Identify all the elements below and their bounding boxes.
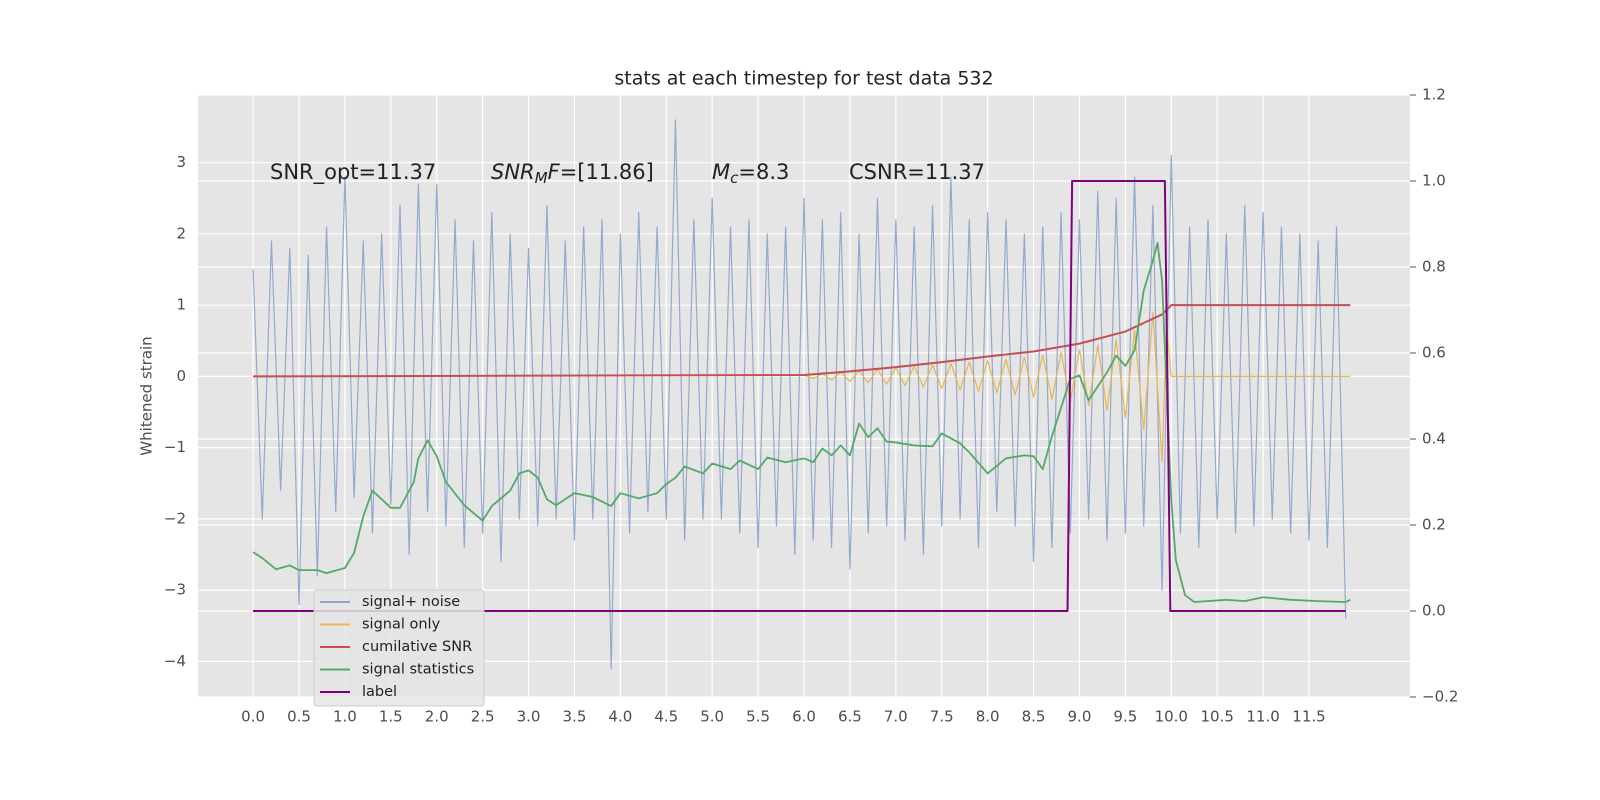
y-tick-label: 3	[176, 153, 186, 171]
legend-label: signal+ noise	[362, 594, 460, 610]
x-tick-label: 4.0	[608, 708, 632, 726]
legend-label: cumilative SNR	[362, 639, 472, 655]
x-tick-label: 7.5	[930, 708, 954, 726]
x-tick-label: 9.5	[1113, 708, 1137, 726]
y-tick-label: 2	[176, 224, 186, 242]
y2-tick-label: 0.0	[1422, 602, 1446, 620]
y-tick-label: 0	[176, 367, 186, 385]
x-tick-label: 6.0	[792, 708, 816, 726]
legend-label: signal only	[362, 617, 441, 633]
series-line	[252, 119, 1347, 670]
x-tick-label: 7.0	[884, 708, 908, 726]
x-tick-label: 6.5	[838, 708, 862, 726]
y2-tick-label: 0.8	[1422, 258, 1446, 276]
annotation-part: =8.3	[738, 160, 789, 184]
y2-tick-label: 1.0	[1422, 172, 1446, 190]
x-tick-label: 11.0	[1246, 708, 1279, 726]
annotation-part: =[11.86]	[560, 160, 654, 184]
legend: signal+ noise signal only cumilative SNR si…	[313, 589, 485, 707]
y2-tick-label: 1.2	[1422, 86, 1446, 104]
legend-label: signal statistics	[362, 662, 474, 678]
annotation-part: SNR	[491, 160, 535, 184]
annotation-part: M	[712, 160, 730, 184]
x-tick-label: 4.5	[654, 708, 678, 726]
legend-label: label	[362, 684, 397, 700]
series-line	[252, 242, 1351, 603]
y-tick-label: −3	[164, 581, 186, 599]
annotation: Mc=8.3	[712, 160, 789, 187]
x-tick-label: 2.0	[425, 708, 449, 726]
x-tick-label: 5.0	[700, 708, 724, 726]
x-tick-label: 0.0	[241, 708, 265, 726]
x-tick-label: 10.0	[1155, 708, 1188, 726]
y2-tick-label: 0.4	[1422, 430, 1446, 448]
x-tick-label: 11.5	[1292, 708, 1325, 726]
y-tick-label: −4	[164, 652, 186, 670]
x-tick-label: 5.5	[746, 708, 770, 726]
y-tick-label: 1	[176, 296, 186, 314]
x-tick-label: 9.0	[1068, 708, 1092, 726]
x-tick-label: 8.0	[976, 708, 1000, 726]
x-tick-label: 10.5	[1200, 708, 1233, 726]
x-tick-label: 0.5	[287, 708, 311, 726]
x-tick-label: 1.5	[379, 708, 403, 726]
series-line	[253, 180, 1346, 612]
x-tick-label: 3.0	[517, 708, 541, 726]
series-line	[253, 311, 1351, 463]
annotation-part: F	[548, 160, 561, 184]
x-tick-label: 1.0	[333, 708, 357, 726]
x-tick-label: 3.5	[563, 708, 587, 726]
x-tick-label: 8.5	[1022, 708, 1046, 726]
chart-title: stats at each timestep for test data 532	[614, 68, 993, 90]
x-tick-label: 2.5	[471, 708, 495, 726]
annotation: CSNR=11.37	[849, 160, 985, 184]
annotation-part: M	[535, 169, 548, 187]
y-tick-label: −2	[164, 509, 186, 527]
annotation-part: c	[730, 169, 739, 187]
y2-tick-label: −0.2	[1422, 688, 1458, 706]
annotation-part: CSNR=11.37	[849, 160, 985, 184]
y-tick-label: −1	[164, 438, 186, 456]
y2-tick-label: 0.2	[1422, 516, 1446, 534]
y2-tick-label: 0.6	[1422, 344, 1446, 362]
y-axis-label: Whitened strain	[138, 336, 156, 455]
legend-box	[313, 589, 485, 707]
annotation-part: SNR_opt=11.37	[270, 160, 436, 185]
annotation: SNR_opt=11.37	[270, 160, 436, 185]
plot-area	[252, 119, 1351, 670]
annotation: SNRMF=[11.86]	[491, 160, 654, 187]
